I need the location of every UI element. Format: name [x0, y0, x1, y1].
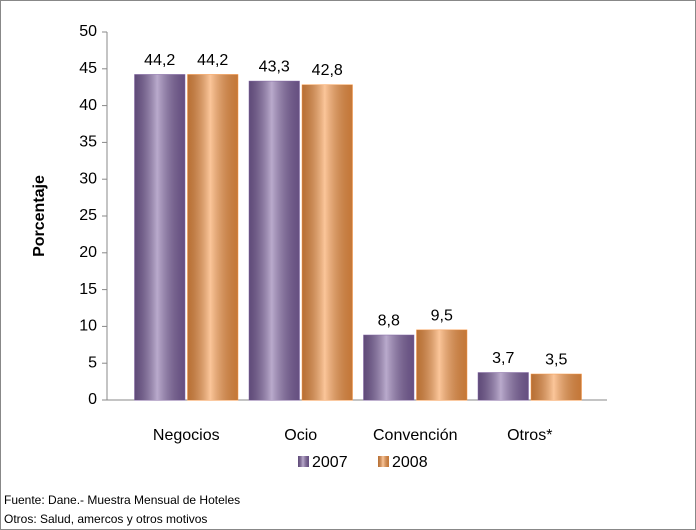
bar-shine: [187, 74, 238, 401]
y-tick-label: 30: [79, 170, 97, 187]
footnote: Fuente: Dane.- Muestra Mensual de Hotele…: [4, 493, 240, 507]
value-label: 42,8: [312, 62, 343, 79]
legend-swatch-shine: [378, 456, 389, 467]
value-label: 3,5: [545, 351, 567, 368]
legend-label: 2007: [312, 454, 348, 471]
y-tick-label: 45: [79, 60, 97, 77]
x-tick-label: Otros*: [507, 427, 552, 444]
bar-shine: [302, 84, 353, 400]
x-tick-label: Negocios: [153, 427, 220, 444]
y-tick-label: 10: [79, 318, 97, 335]
bar-shine: [531, 374, 582, 400]
bar-shine: [134, 74, 185, 401]
bar-shine: [249, 81, 300, 400]
legend-label: 2008: [392, 454, 428, 471]
x-tick-label: Convención: [373, 427, 458, 444]
y-axis-label: Porcentaje: [31, 175, 48, 257]
value-label: 44,2: [197, 52, 228, 69]
y-tick-label: 35: [79, 134, 97, 151]
value-label: 3,7: [492, 350, 514, 367]
value-label: 43,3: [259, 59, 290, 76]
legend-swatch-shine: [298, 456, 309, 467]
value-label: 8,8: [378, 312, 400, 329]
x-tick-label: Ocio: [284, 427, 317, 444]
bar-shine: [363, 335, 414, 400]
y-tick-label: 15: [79, 281, 97, 298]
y-tick-label: 5: [88, 354, 97, 371]
value-label: 44,2: [144, 52, 175, 69]
y-tick-label: 0: [88, 391, 97, 408]
y-tick-label: 20: [79, 244, 97, 261]
y-tick-label: 40: [79, 97, 97, 114]
footnote: Otros: Salud, amercos y otros motivos: [4, 512, 207, 526]
bar-shine: [478, 372, 529, 400]
y-tick-label: 25: [79, 207, 97, 224]
value-label: 9,5: [431, 307, 453, 324]
bar-shine: [416, 330, 467, 400]
y-tick-label: 50: [79, 23, 97, 40]
